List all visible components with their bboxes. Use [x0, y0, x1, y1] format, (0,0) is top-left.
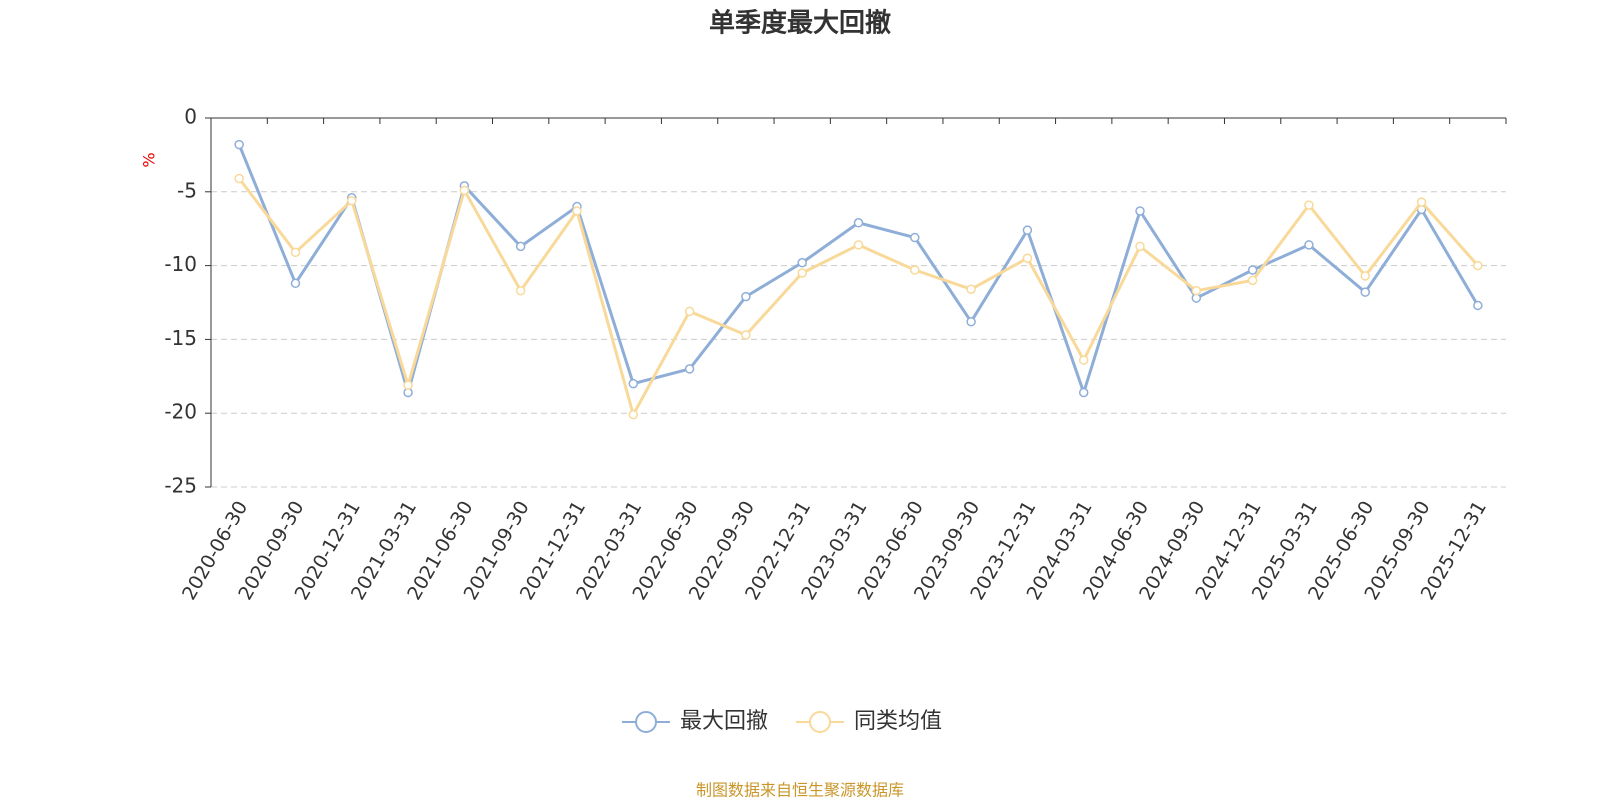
legend-marker: [635, 711, 657, 733]
point: [741, 330, 751, 340]
point: [910, 232, 920, 243]
y-tick-label: -20: [164, 400, 197, 424]
point: [1473, 260, 1483, 271]
y-tick-label: -15: [164, 326, 197, 350]
y-tick-label: -25: [164, 474, 197, 498]
point: [403, 380, 413, 390]
point: [347, 195, 357, 206]
source-note: 制图数据来自恒生聚源数据库: [696, 781, 904, 800]
point: [1416, 197, 1427, 207]
legend-label: 同类均值: [854, 709, 942, 734]
point: [1247, 275, 1258, 286]
point: [234, 139, 244, 150]
point: [853, 218, 864, 228]
point: [459, 185, 470, 196]
point: [1304, 200, 1314, 210]
legend-marker: [809, 711, 831, 733]
point: [290, 247, 301, 258]
point: [1304, 240, 1314, 250]
point: [1022, 225, 1033, 235]
y-tick-label: -10: [164, 252, 197, 276]
point: [910, 265, 920, 275]
point: [515, 241, 526, 252]
point: [290, 278, 301, 289]
y-tick-label: 0: [184, 105, 197, 129]
point: [1247, 265, 1258, 275]
point: [1022, 253, 1033, 263]
point: [797, 257, 807, 268]
legend-label: 最大回撤: [680, 709, 768, 734]
chart-title: 单季度最大回撤: [709, 8, 891, 39]
series-line: [237, 144, 1480, 399]
point: [1135, 241, 1145, 252]
point: [1078, 387, 1089, 398]
point: [966, 284, 976, 294]
point: [572, 206, 582, 216]
point: [1360, 271, 1370, 281]
point: [1191, 285, 1202, 296]
point: [1473, 300, 1483, 311]
point: [741, 291, 751, 302]
point: [966, 316, 976, 327]
point: [684, 306, 695, 317]
series-line: [237, 177, 1479, 419]
point: [515, 285, 526, 296]
y-axis-label: %: [140, 152, 159, 167]
y-tick-label: -5: [177, 178, 197, 202]
point: [1135, 206, 1145, 216]
point: [234, 173, 244, 184]
point: [628, 409, 639, 420]
point: [853, 240, 864, 250]
point: [1360, 287, 1370, 297]
point: [684, 364, 695, 374]
point: [797, 268, 807, 278]
point: [1078, 355, 1089, 365]
point: [628, 378, 639, 389]
